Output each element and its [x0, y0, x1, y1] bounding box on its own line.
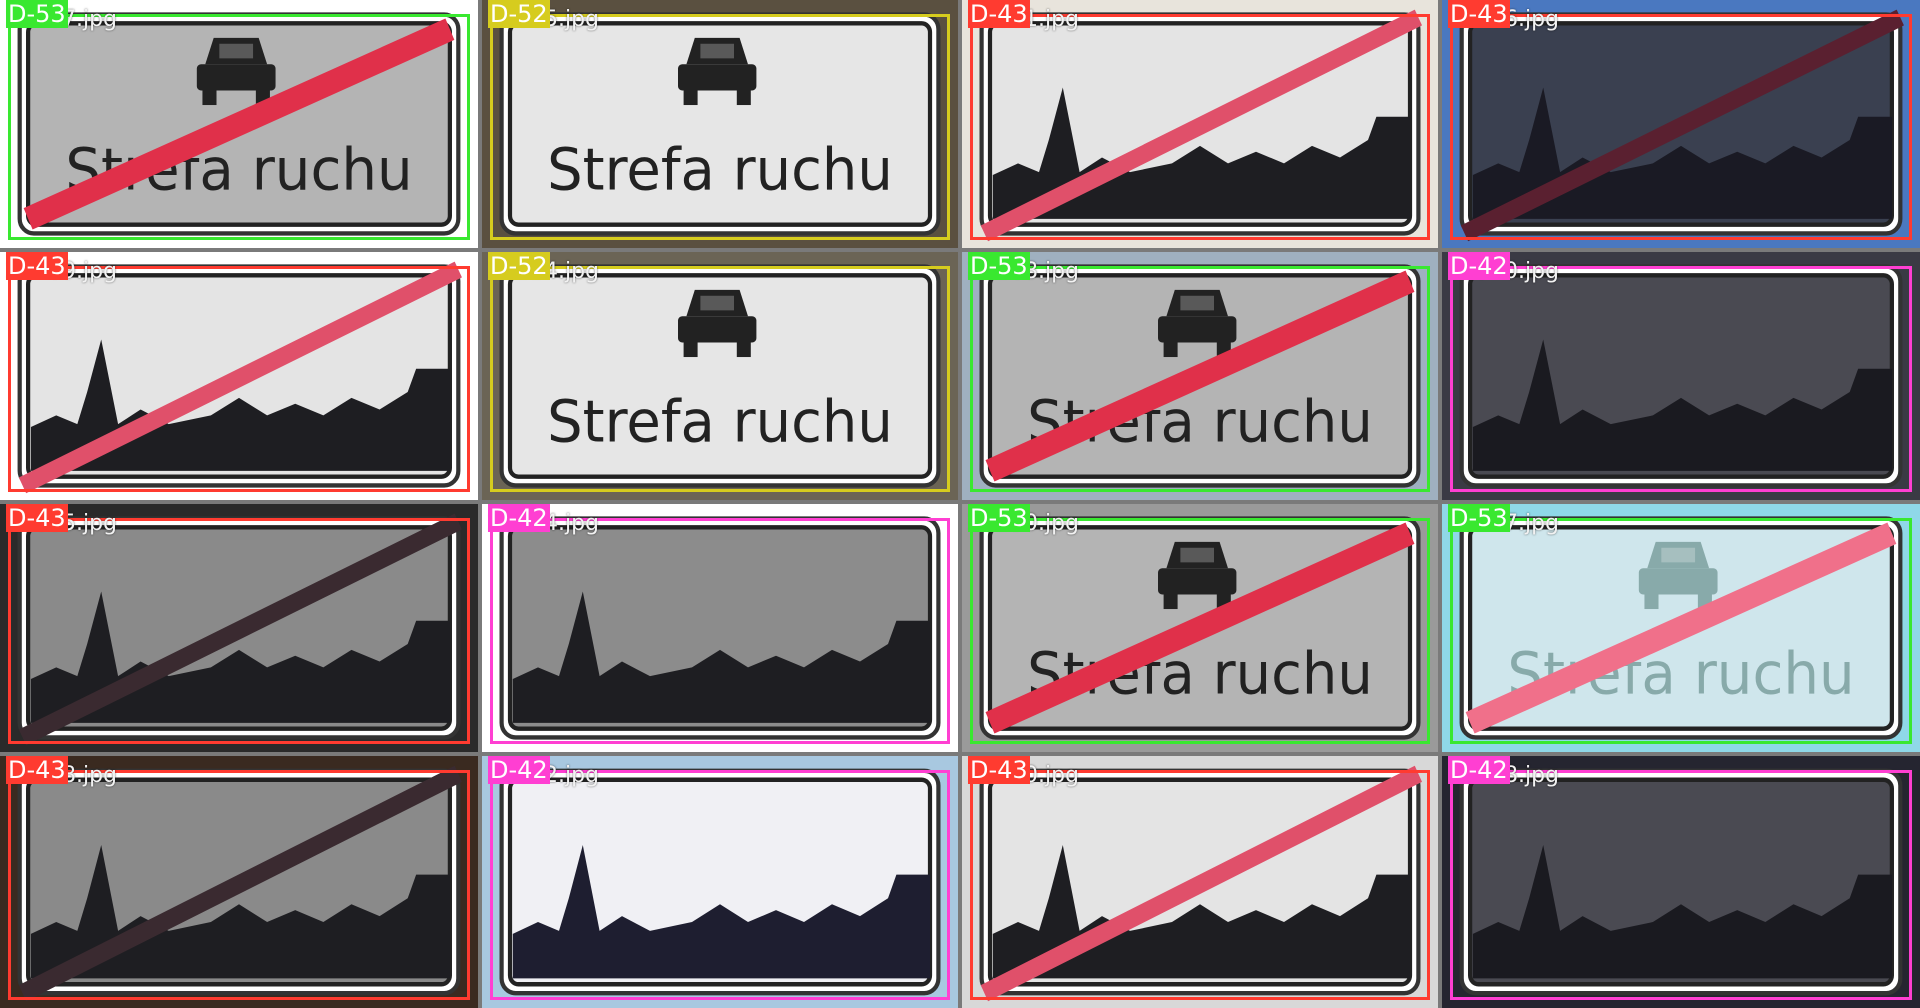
class-label-badge: D-53 — [6, 0, 68, 28]
detection-tile: 20685.jpgD-43 — [0, 504, 478, 752]
sign-photo — [0, 756, 478, 1008]
detection-tile: Strefa ruchu 21150.jpgD-53 — [962, 504, 1438, 752]
bounding-box — [8, 266, 470, 492]
detection-tile: Strefa ruchu 21085.jpgD-52 — [482, 0, 958, 248]
sign-photo — [1442, 252, 1920, 500]
detection-tile: Strefa ruchu 21124.jpgD-52 — [482, 252, 958, 500]
sign-photo: Strefa ruchu — [1442, 504, 1920, 752]
class-label-badge: D-52 — [488, 0, 550, 28]
bounding-box — [1450, 14, 1912, 240]
class-label-badge: D-42 — [1448, 756, 1510, 784]
bounding-box — [1450, 266, 1912, 492]
sign-photo — [0, 252, 478, 500]
class-label-badge: D-43 — [6, 756, 68, 784]
sign-photo — [0, 504, 478, 752]
class-label-badge: D-43 — [6, 504, 68, 532]
sign-photo — [1442, 0, 1920, 248]
class-label-badge: D-42 — [488, 504, 550, 532]
detection-tile: 20681.jpgD-43 — [962, 0, 1438, 248]
class-label-badge: D-43 — [6, 252, 68, 280]
detection-tile: Strefa ruchu 21168.jpgD-53 — [962, 252, 1438, 500]
class-label-badge: D-53 — [968, 252, 1030, 280]
sign-photo: Strefa ruchu — [482, 0, 958, 248]
detection-tile: Strefa ruchu 21177.jpgD-53 — [1442, 504, 1920, 752]
class-label-badge: D-42 — [488, 756, 550, 784]
sign-text: Strefa ruchu — [547, 389, 893, 456]
detection-tile: 20510.jpgD-42 — [1442, 252, 1920, 500]
sign-photo: Strefa ruchu — [962, 252, 1438, 500]
bounding-box — [8, 14, 470, 240]
sign-photo — [482, 756, 958, 1008]
detection-tile: Strefa ruchu 21107.jpgD-53 — [0, 0, 478, 248]
bounding-box — [970, 266, 1430, 492]
class-label-badge: D-53 — [1448, 504, 1510, 532]
sign-photo — [482, 504, 958, 752]
bounding-box — [970, 770, 1430, 1000]
class-label-badge: D-42 — [1448, 252, 1510, 280]
class-label-badge: D-43 — [1448, 0, 1510, 28]
sign-photo: Strefa ruchu — [482, 252, 958, 500]
sign-text: Strefa ruchu — [547, 137, 893, 204]
class-label-badge: D-43 — [968, 0, 1030, 28]
bounding-box — [1450, 518, 1912, 744]
class-label-badge: D-53 — [968, 504, 1030, 532]
sign-photo — [962, 756, 1438, 1008]
class-label-badge: D-52 — [488, 252, 550, 280]
bounding-box — [490, 770, 950, 1000]
sign-photo — [1442, 756, 1920, 1008]
detection-tile: 20458.jpgD-42 — [1442, 756, 1920, 1008]
sign-photo: Strefa ruchu — [0, 0, 478, 248]
sign-photo: Strefa ruchu — [962, 504, 1438, 752]
bounding-box — [8, 770, 470, 1000]
detection-tile: 20678.jpgD-43 — [0, 756, 478, 1008]
detection-tile: 20709.jpgD-43 — [0, 252, 478, 500]
detection-tile: 20736.jpgD-43 — [1442, 0, 1920, 248]
bounding-box — [1450, 770, 1912, 1000]
bounding-box — [490, 518, 950, 744]
sign-photo — [962, 0, 1438, 248]
detection-tile: 20710.jpgD-43 — [962, 756, 1438, 1008]
bounding-box — [490, 266, 950, 492]
class-label-badge: D-43 — [968, 756, 1030, 784]
detection-tile: 20484.jpgD-42 — [482, 504, 958, 752]
bounding-box — [8, 518, 470, 744]
bounding-box — [970, 518, 1430, 744]
bounding-box — [490, 14, 950, 240]
detection-tile: 20662.jpgD-42 — [482, 756, 958, 1008]
bounding-box — [970, 14, 1430, 240]
